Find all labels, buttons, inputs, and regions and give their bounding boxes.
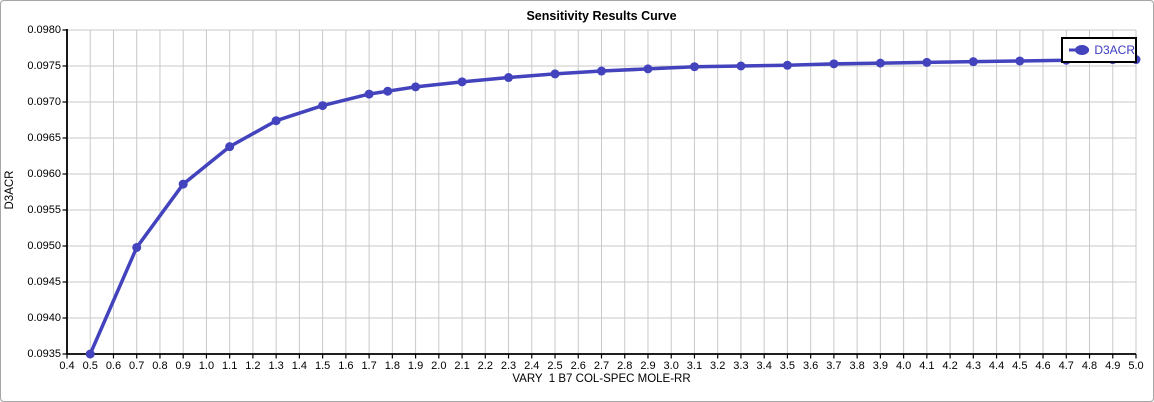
- x-tick-label: 4.7: [1058, 360, 1074, 372]
- data-point: [736, 61, 746, 71]
- x-tick-label: 0.8: [152, 360, 168, 372]
- x-tick-label: 2.1: [454, 360, 470, 372]
- data-point: [968, 57, 978, 67]
- x-axis-title: VARY 1 B7 COL-SPEC MOLE-RR: [512, 373, 691, 385]
- x-tick-label: 1.1: [222, 360, 238, 372]
- x-tick-label: 2.4: [524, 360, 540, 372]
- x-tick-label: 1.3: [268, 360, 284, 372]
- x-tick-label: 4.1: [919, 360, 935, 372]
- x-tick-label: 3.9: [872, 360, 888, 372]
- data-point: [383, 86, 393, 96]
- x-tick-label: 0.5: [82, 360, 98, 372]
- x-tick-label: 3.2: [710, 360, 726, 372]
- legend-series-label: D3ACR: [1094, 43, 1135, 57]
- y-tick-label: 0.0965: [27, 132, 61, 144]
- data-point: [597, 66, 606, 76]
- x-tick-label: 2.2: [477, 360, 493, 372]
- x-tick-label: 0.4: [59, 360, 75, 372]
- x-tick-label: 0.9: [175, 360, 191, 372]
- data-point: [364, 89, 374, 99]
- data-point: [318, 101, 328, 111]
- x-tick-label: 2.3: [500, 360, 517, 372]
- y-tick-label: 0.0960: [27, 168, 61, 180]
- data-point: [504, 73, 514, 83]
- x-tick-label: 2.8: [617, 360, 633, 372]
- x-tick-label: 4.8: [1081, 360, 1098, 372]
- x-tick-label: 2.0: [431, 360, 447, 372]
- x-tick-label: 1.5: [314, 360, 331, 372]
- x-tick-label: 3.7: [826, 360, 842, 372]
- x-tick-label: 4.5: [1012, 360, 1028, 372]
- data-point: [132, 242, 142, 252]
- x-tick-label: 3.3: [733, 360, 749, 372]
- series-markers: [85, 55, 1141, 359]
- x-tick-label: 1.0: [198, 360, 215, 372]
- x-tick-label: 0.7: [129, 360, 145, 372]
- tick-marks: [62, 29, 1137, 359]
- y-tick-label: 0.0935: [27, 348, 61, 360]
- data-point: [225, 142, 235, 152]
- data-point: [411, 82, 421, 92]
- gridlines: [67, 29, 1137, 354]
- data-point: [85, 349, 95, 359]
- x-tick-label: 3.8: [849, 360, 865, 372]
- x-tick-label: 4.3: [965, 360, 981, 372]
- x-tick-label: 4.4: [988, 360, 1005, 372]
- y-tick-label: 0.0940: [27, 312, 61, 324]
- data-point: [922, 57, 932, 67]
- x-tick-label: 3.0: [663, 360, 679, 372]
- x-tick-label: 2.6: [570, 360, 586, 372]
- x-tick-label: 4.0: [895, 360, 912, 372]
- data-point: [829, 59, 839, 69]
- x-tick-label: 1.2: [245, 360, 261, 372]
- x-tick-label: 3.6: [802, 360, 819, 372]
- data-point: [1015, 56, 1025, 66]
- x-tick-label: 1.6: [338, 360, 354, 372]
- x-tick-label: 4.6: [1035, 360, 1051, 372]
- x-tick-label: 1.8: [384, 360, 400, 372]
- x-tick-label: 2.9: [640, 360, 656, 372]
- legend-marker-icon: [1069, 45, 1090, 55]
- x-tick-label: 3.5: [779, 360, 796, 372]
- y-tick-label: 0.0945: [27, 276, 61, 288]
- legend[interactable]: D3ACR: [1061, 37, 1137, 63]
- data-point: [689, 62, 699, 72]
- y-tick-label: 0.0955: [27, 204, 61, 216]
- x-tick-label: 1.9: [407, 360, 424, 372]
- chart-title: Sensitivity Results Curve: [526, 9, 677, 23]
- x-tick-label: 3.1: [686, 360, 703, 372]
- y-tick-label: 0.0975: [27, 60, 61, 72]
- data-point: [457, 77, 467, 87]
- x-tick-label: 0.6: [105, 360, 122, 372]
- y-tick-label: 0.0980: [27, 24, 61, 36]
- data-point: [782, 60, 792, 70]
- x-tick-label: 1.4: [291, 360, 308, 372]
- data-point: [875, 58, 885, 68]
- data-point: [271, 116, 281, 126]
- data-point: [643, 64, 653, 74]
- x-tick-label: 4.2: [942, 360, 958, 372]
- x-tick-label: 1.7: [361, 360, 377, 372]
- y-tick-label: 0.0950: [27, 240, 61, 252]
- x-tick-label: 2.5: [547, 360, 563, 372]
- series-line: [88, 57, 1138, 356]
- data-point: [178, 179, 188, 189]
- data-point: [550, 69, 560, 79]
- x-tick-label: 4.9: [1105, 360, 1121, 372]
- x-tick-label: 3.4: [756, 360, 772, 372]
- y-tick-label: 0.0970: [27, 96, 61, 108]
- x-tick-label: 5.0: [1128, 360, 1144, 372]
- x-tick-label: 2.7: [593, 360, 610, 372]
